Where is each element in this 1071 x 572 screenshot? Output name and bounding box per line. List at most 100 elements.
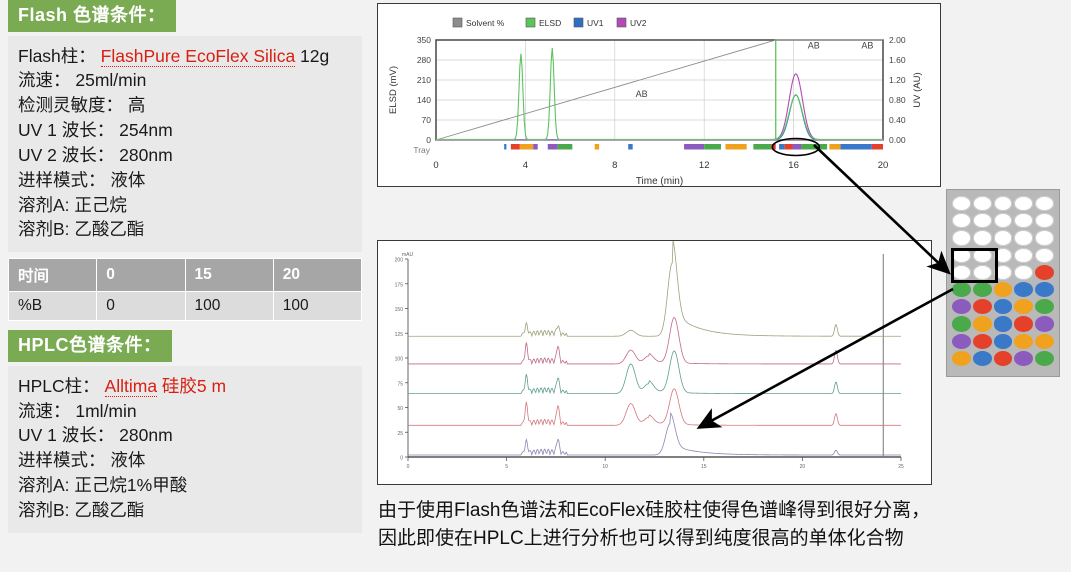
rack-vial[interactable]: [972, 333, 992, 349]
rack-vial[interactable]: [1035, 264, 1054, 280]
series-trace-1: [408, 411, 901, 457]
tray-fraction-segment[interactable]: [704, 144, 721, 150]
rack-vial[interactable]: [952, 350, 971, 366]
y2-tick-label: 1.60: [889, 55, 906, 65]
tray-fraction-segment[interactable]: [801, 144, 828, 150]
y2-tick-label: 0.80: [889, 95, 906, 105]
condition-value: 正己烷1%甲酸: [74, 475, 188, 496]
rack-vial[interactable]: [1035, 316, 1054, 332]
rack-vial[interactable]: [972, 281, 992, 298]
rack-vial[interactable]: [993, 316, 1013, 332]
rack-vial[interactable]: [972, 350, 992, 366]
rack-vial[interactable]: [1014, 350, 1034, 366]
x-tick-label: 4: [523, 160, 528, 171]
condition-label: UV 2 波长：: [18, 144, 120, 165]
selected-fraction-box[interactable]: [951, 248, 998, 283]
x-axis-title: Time (min): [636, 176, 683, 186]
rack-vial[interactable]: [1035, 333, 1054, 349]
rack-vial[interactable]: [952, 264, 971, 280]
gradient-cell: 100: [184, 291, 274, 322]
rack-vial[interactable]: [993, 213, 1013, 229]
rack-vial[interactable]: [952, 316, 971, 332]
rack-vial[interactable]: [972, 247, 992, 263]
condition-label: UV 1 波长：: [18, 425, 120, 446]
rack-vial[interactable]: [972, 316, 992, 332]
rack-vial[interactable]: [1014, 299, 1034, 315]
y-tick-label: 0: [400, 456, 403, 462]
rack-vial[interactable]: [1035, 350, 1054, 366]
series-trace-5: [408, 241, 901, 338]
rack-vial[interactable]: [1035, 281, 1054, 298]
condition-line: Flash柱： FlashPure EcoFlex Silica 12g: [18, 44, 360, 69]
rack-vial[interactable]: [1035, 196, 1054, 212]
rack-vial[interactable]: [1014, 333, 1034, 349]
condition-value: 液体: [110, 169, 146, 190]
tray-fraction-segment[interactable]: [557, 144, 573, 150]
rack-vial[interactable]: [993, 196, 1013, 212]
rack-vial[interactable]: [952, 299, 971, 315]
tray-fraction-segment[interactable]: [725, 144, 747, 150]
condition-line: 进样模式： 液体: [18, 448, 360, 473]
condition-line: 检测灵敏度： 高: [18, 93, 360, 118]
rack-vial[interactable]: [1035, 213, 1054, 229]
hplc-chromatogram-panel: 0 25 50 75 100 125 150 175 200 mAU 0 5 10 15 20 25: [377, 240, 932, 485]
tray-fraction-segment[interactable]: [871, 144, 883, 150]
series-trace-4: [408, 317, 901, 366]
tray-fraction-segment[interactable]: [547, 144, 558, 150]
rack-vial[interactable]: [1014, 196, 1034, 212]
rack-vial[interactable]: [972, 196, 992, 212]
tray-fraction-segment[interactable]: [792, 144, 802, 150]
tray-fraction-segment[interactable]: [784, 144, 793, 150]
rack-vial[interactable]: [1035, 247, 1054, 263]
tray-fraction-segment[interactable]: [684, 144, 705, 150]
rack-vial[interactable]: [993, 299, 1013, 315]
rack-vial[interactable]: [952, 213, 971, 229]
x-tick-label: 0: [407, 464, 410, 470]
rack-vial[interactable]: [952, 247, 971, 263]
series-trace-2: [408, 388, 901, 427]
y-tick-label: 100: [395, 357, 404, 363]
tray-fraction-segment[interactable]: [594, 144, 600, 150]
tray-fraction-segment[interactable]: [771, 144, 776, 150]
rack-vial[interactable]: [952, 196, 971, 212]
rack-vial[interactable]: [1014, 281, 1034, 298]
rack-vial[interactable]: [1035, 299, 1054, 315]
flash-chromatogram-chart: Solvent % ELSD UV1 UV2 0 70 140 210 280 350 0.00 0.…: [388, 17, 923, 186]
x-tick-label: 10: [602, 464, 608, 470]
rack-vial[interactable]: [993, 247, 1013, 263]
gradient-cell: 100: [272, 291, 363, 322]
condition-line: 进样模式： 液体: [18, 168, 360, 193]
rack-vial[interactable]: [993, 281, 1013, 298]
rack-vial[interactable]: [972, 213, 992, 229]
condition-line: HPLC柱： Alltima 硅胶5 m: [18, 374, 360, 399]
rack-vial[interactable]: [993, 350, 1013, 366]
rack-vial[interactable]: [993, 264, 1013, 280]
rack-vial[interactable]: [952, 281, 971, 298]
tray-fraction-segment[interactable]: [510, 144, 520, 150]
rack-vial[interactable]: [952, 230, 971, 246]
fraction-collector-rack[interactable]: [946, 189, 1060, 377]
tray-fraction-segment[interactable]: [753, 144, 772, 150]
rack-vial[interactable]: [1014, 230, 1034, 246]
tray-fraction-segment[interactable]: [519, 144, 534, 150]
rack-vial[interactable]: [1014, 316, 1034, 332]
tray-fraction-segment[interactable]: [628, 144, 633, 150]
tray-fraction-segment[interactable]: [504, 144, 507, 150]
series-uv1: [436, 94, 883, 141]
condition-label: 流速：: [18, 400, 76, 421]
rack-vial[interactable]: [1014, 247, 1034, 263]
rack-vial[interactable]: [993, 230, 1013, 246]
rack-vial[interactable]: [972, 299, 992, 315]
rack-vial[interactable]: [972, 264, 992, 280]
tray-fraction-segment[interactable]: [779, 144, 785, 150]
rack-vial[interactable]: [952, 333, 971, 349]
tray-fraction-segment[interactable]: [533, 144, 538, 150]
tray-fraction-segment[interactable]: [840, 144, 872, 150]
rack-vial[interactable]: [1035, 230, 1054, 246]
rack-vial[interactable]: [972, 230, 992, 246]
tray-fraction-segment[interactable]: [829, 144, 841, 150]
rack-vial[interactable]: [1014, 264, 1034, 280]
series-solvent: [435, 39, 883, 141]
rack-vial[interactable]: [1014, 213, 1034, 229]
rack-vial[interactable]: [993, 333, 1013, 349]
